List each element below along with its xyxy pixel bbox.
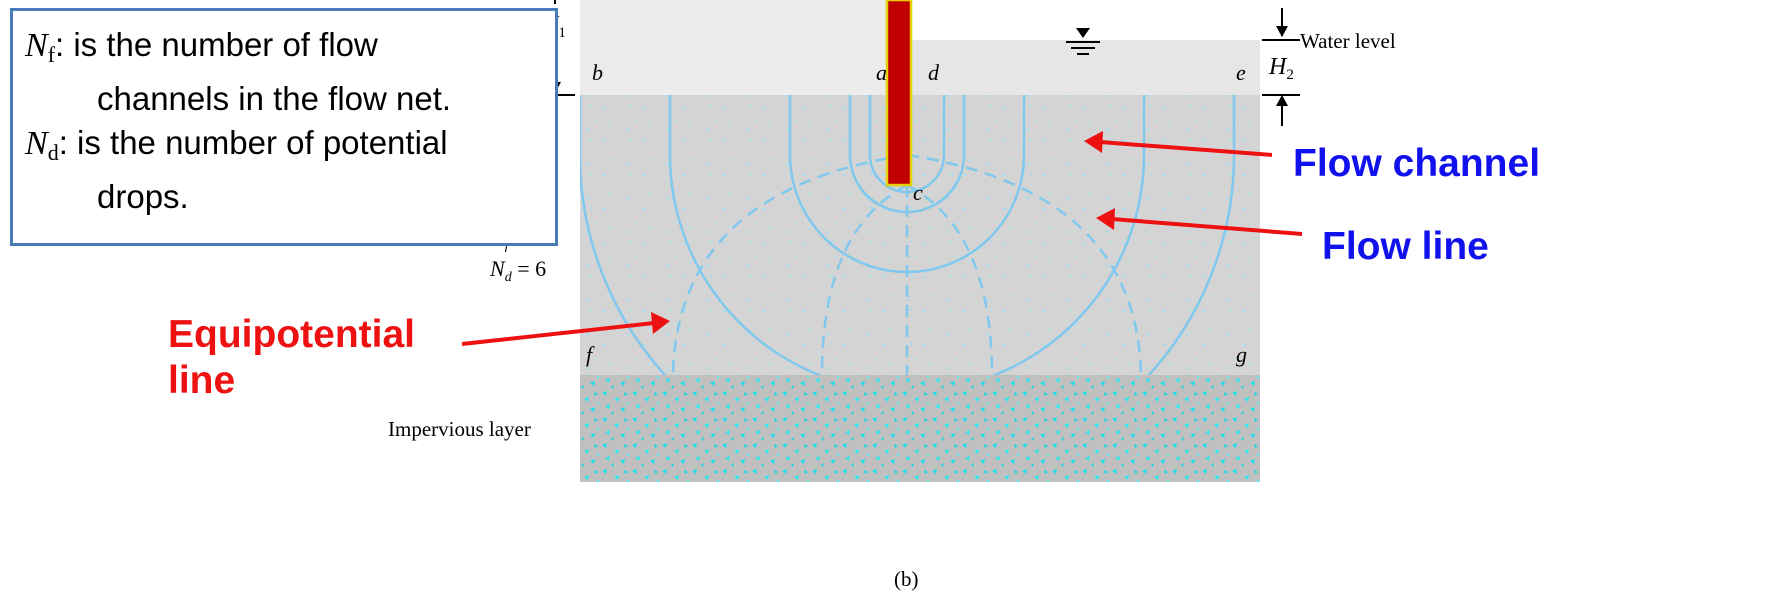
equipotential-line [820, 183, 908, 375]
definitions-box: Nf: is the number of flow channels in th… [10, 8, 558, 246]
point-f-label: f [586, 342, 595, 367]
impervious-layer-label: Impervious layer [388, 417, 531, 441]
water-region [580, 0, 1260, 95]
flow-channel-arrow [1099, 140, 1273, 157]
equipotential-arrowhead [651, 312, 670, 334]
equipotential-line [906, 183, 994, 375]
equipotential-annotation-line2: line [168, 359, 236, 402]
nd-definition-continued: drops. [97, 178, 189, 215]
flow-line-arrow [1111, 217, 1303, 236]
sheet-pile [885, 0, 913, 187]
h2-dimension [1262, 8, 1300, 126]
point-e-label: e [1236, 60, 1246, 85]
soil-layer [580, 95, 1260, 375]
impervious-layer [580, 375, 1260, 482]
figure-caption: (b) [894, 567, 919, 591]
water-level-label: Water level [1300, 29, 1396, 53]
flow-line-annotation: Flow line [1322, 225, 1489, 268]
point-b-label: b [592, 60, 603, 85]
nd-value-label: Nd = 6 [489, 256, 546, 285]
equipotential-line [671, 153, 908, 375]
point-d-label: d [928, 60, 940, 85]
equipotential-annotation-line1: Equipotential [168, 313, 415, 356]
equipotential-line-annotation: Equipotential line [168, 312, 415, 404]
equipotential-line [906, 153, 1143, 375]
flow-line [580, 95, 1236, 375]
h2-label: H2 [1268, 54, 1294, 83]
nf-definition: Nf: is the number of flow [25, 26, 378, 67]
nf-definition-continued: channels in the flow net. [97, 80, 452, 117]
nd-definition: Nd: is the number of potential [25, 124, 448, 165]
water-level-symbol [1066, 28, 1100, 55]
flow-line [668, 95, 1146, 375]
point-c-label: c [913, 180, 923, 205]
point-a-label: a [876, 60, 887, 85]
annotation-arrows [461, 131, 1303, 346]
point-g-label: g [1236, 342, 1247, 367]
equipotential-arrow [461, 321, 655, 346]
flow-channel-annotation: Flow channel [1293, 142, 1541, 185]
flow-line-arrowhead [1096, 208, 1115, 230]
flow-channel-arrowhead [1084, 131, 1103, 153]
